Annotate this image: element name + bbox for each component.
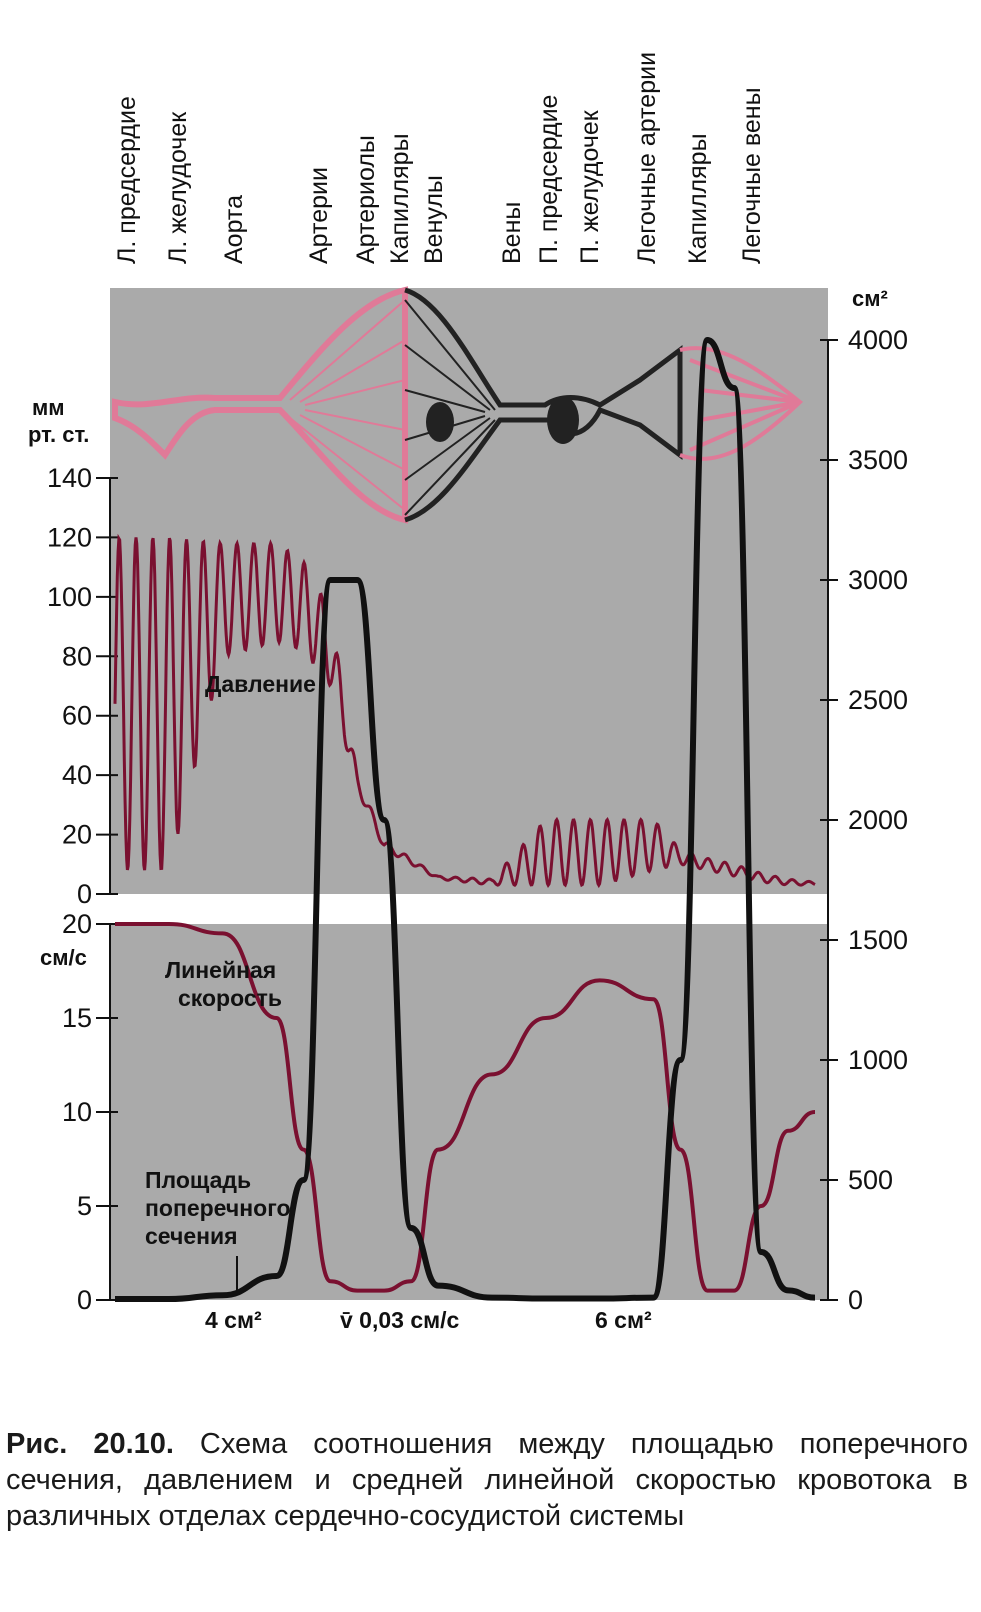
area-tick-label: 1500 <box>848 925 908 955</box>
velocity-annotation-2: скорость <box>178 985 282 1011</box>
lower-panel <box>110 924 828 1300</box>
velocity-tick-label: 20 <box>62 909 92 939</box>
segment-label: Л. предсердие <box>113 96 141 264</box>
segment-labels: Л. предсердие Л. желудочек Аорта Артерии Арт… <box>113 52 766 264</box>
series <box>113 336 816 1303</box>
pressure-unit-1: мм <box>32 395 65 420</box>
area-tick-label: 4000 <box>848 325 908 355</box>
segment-label: Легочные артерии <box>633 52 661 264</box>
velocity-tick-label: 5 <box>77 1191 92 1221</box>
velocity-tick-label: 0 <box>77 1285 92 1315</box>
pressure-tick-label: 80 <box>62 641 92 671</box>
caption-label: Рис. 20.10. <box>6 1428 174 1460</box>
pressure-tick-label: 100 <box>47 582 92 612</box>
area-annotation-2: поперечного <box>145 1195 291 1221</box>
axes: 0204060801001201400510152005001000150020… <box>47 325 908 1315</box>
pressure-annotation: Давление <box>205 671 316 697</box>
velocity-annotation-1: Линейная <box>165 957 276 983</box>
bottom-label-aorta: 4 см² <box>205 1307 262 1333</box>
area-annotation-1: Площадь <box>145 1167 251 1193</box>
left-heart-dark <box>426 402 454 442</box>
bottom-label-capillary: v̄ 0,03 см/с <box>340 1307 460 1333</box>
pressure-tick-label: 40 <box>62 760 92 790</box>
bottom-label-veins: 6 см² <box>595 1307 652 1333</box>
figure: Л. предсердие Л. желудочек Аорта Артерии Арт… <box>28 52 908 1333</box>
figure-caption: Рис. 20.10. Схема соотношения между площ… <box>6 1426 968 1534</box>
caption-text: Схема соотношения между площадью попереч… <box>6 1428 968 1532</box>
area-tick-label: 0 <box>848 1285 863 1315</box>
segment-label: Венулы <box>420 175 448 264</box>
segment-label: Л. желудочек <box>164 111 192 264</box>
velocity-tick-label: 10 <box>62 1097 92 1127</box>
vessel-diagram <box>112 286 804 524</box>
pressure-line <box>113 533 816 889</box>
pressure-tick-label: 120 <box>47 522 92 552</box>
velocity-tick-label: 15 <box>62 1003 92 1033</box>
segment-label: Капилляры <box>684 133 712 264</box>
segment-label: Артерии <box>305 167 333 264</box>
pressure-tick-label: 20 <box>62 820 92 850</box>
area-line <box>114 336 816 1303</box>
segment-label: П. желудочек <box>576 109 604 264</box>
pressure-tick-label: 60 <box>62 701 92 731</box>
pressure-tick-label: 0 <box>77 879 92 909</box>
area-tick-label: 3500 <box>848 445 908 475</box>
systemic-arterial-branches <box>289 299 406 511</box>
segment-label: Капилляры <box>386 133 414 264</box>
velocity-line <box>115 922 816 1293</box>
area-tick-label: 2000 <box>848 805 908 835</box>
segment-label: П. предсердие <box>535 95 563 264</box>
area-tick-label: 3000 <box>848 565 908 595</box>
pressure-unit-2: рт. ст. <box>28 422 89 447</box>
systemic-arterial-tree <box>112 286 408 524</box>
pressure-tick-label: 140 <box>47 463 92 493</box>
segment-label: Вены <box>498 202 526 264</box>
pulmonary-tree <box>679 346 804 461</box>
segment-label: Артериолы <box>352 135 380 264</box>
right-heart <box>547 396 579 444</box>
area-annotation-3: сечения <box>145 1223 238 1249</box>
segment-label: Аорта <box>220 195 248 264</box>
area-tick-label: 2500 <box>848 685 908 715</box>
segment-label: Легочные вены <box>738 87 766 264</box>
area-unit: см² <box>852 286 888 311</box>
velocity-unit: см/с <box>40 945 87 970</box>
area-tick-label: 500 <box>848 1165 893 1195</box>
area-tick-label: 1000 <box>848 1045 908 1075</box>
